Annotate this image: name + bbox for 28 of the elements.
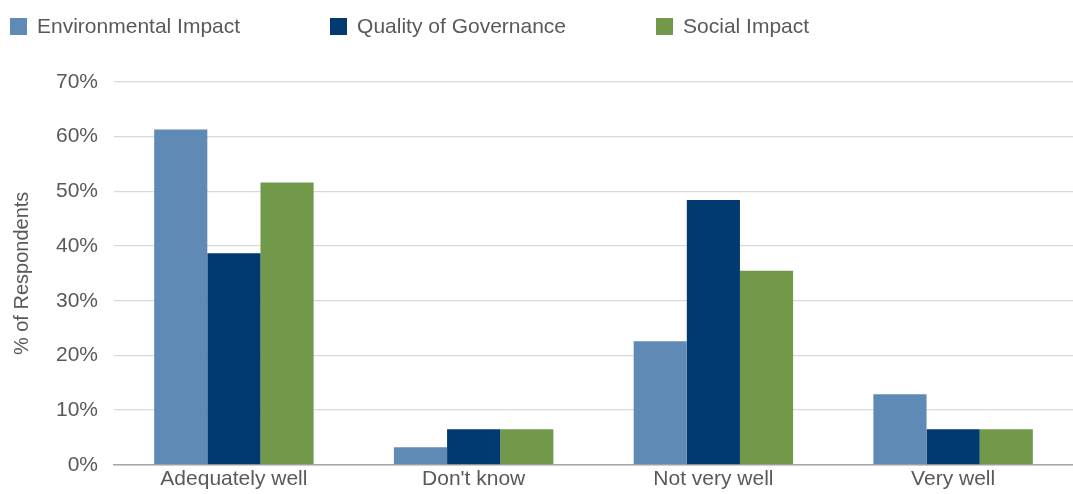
bar xyxy=(207,253,261,465)
bar xyxy=(979,429,1033,465)
y-tick-label: 50% xyxy=(56,178,99,202)
x-tick-label: Very well xyxy=(911,466,996,490)
bar xyxy=(739,270,794,465)
bar xyxy=(154,129,208,465)
x-tick-label: Don't know xyxy=(422,466,527,490)
bar xyxy=(260,182,314,465)
y-tick-label: 10% xyxy=(56,396,99,420)
y-tick-label: 70% xyxy=(56,68,99,92)
y-tick-label: 20% xyxy=(56,342,99,366)
y-tick-label: 40% xyxy=(56,232,99,256)
y-tick-label: 0% xyxy=(67,451,99,475)
legend-label: Environmental Impact xyxy=(37,14,241,38)
bar xyxy=(393,447,448,465)
y-axis-title: % of Respondents xyxy=(9,191,32,356)
legend-label: Quality of Governance xyxy=(357,14,567,38)
x-tick-label: Adequately well xyxy=(160,466,308,490)
bar xyxy=(500,429,554,465)
bar xyxy=(873,394,927,465)
bar xyxy=(633,341,687,465)
bar xyxy=(686,200,740,465)
bar xyxy=(926,429,980,465)
y-tick-label: 60% xyxy=(56,123,99,147)
legend-label: Social Impact xyxy=(683,14,810,38)
x-tick-label: Not very well xyxy=(653,466,774,490)
y-tick-label: 30% xyxy=(56,287,99,311)
bar xyxy=(447,429,501,465)
